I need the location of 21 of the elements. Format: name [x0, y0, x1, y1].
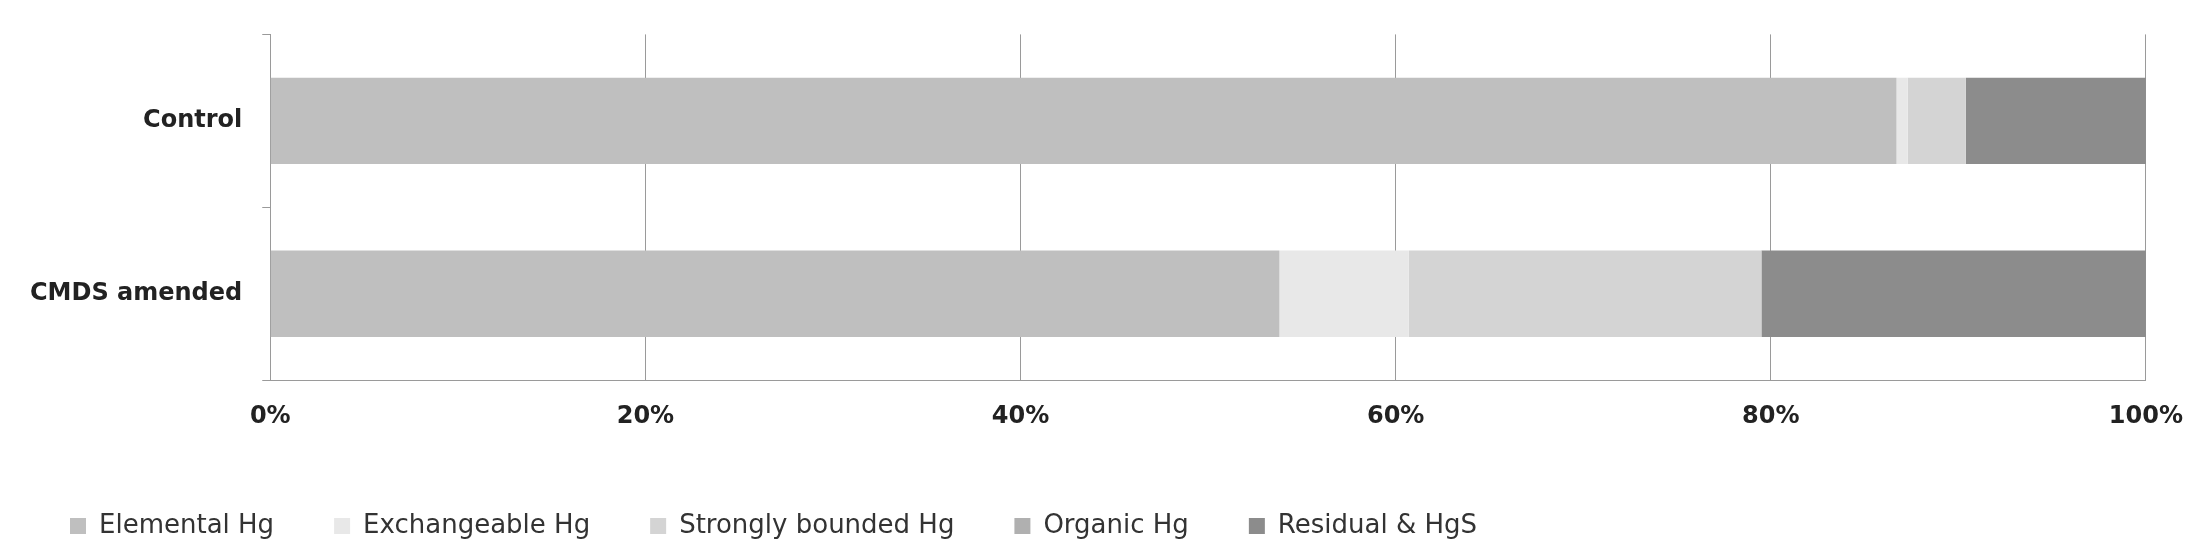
x-tick-label: 20%	[616, 400, 675, 429]
legend-label: Exchangeable Hg	[363, 508, 591, 539]
x-tick-label: 100%	[2108, 400, 2184, 429]
y-tick-label: CMDS amended	[30, 277, 243, 306]
x-tick-label: 80%	[1742, 400, 1800, 429]
legend-label: Elemental Hg	[99, 508, 275, 539]
legend-label: Organic Hg	[1043, 508, 1189, 539]
x-tick-label: 40%	[991, 400, 1050, 429]
bar	[1279, 250, 1409, 337]
bar	[270, 77, 1897, 165]
legend-label: Residual & HgS	[1277, 508, 1478, 539]
x-tick-label: 0%	[249, 400, 291, 429]
bar	[270, 250, 1280, 337]
bar	[1761, 250, 2146, 337]
bar	[1907, 77, 1966, 165]
bar	[1408, 250, 1762, 337]
y-tick-label: Control	[143, 105, 243, 134]
bar	[1965, 77, 2146, 165]
bar	[1896, 77, 1908, 165]
legend-label: Strongly bounded Hg	[679, 508, 955, 539]
x-tick-label: 60%	[1366, 400, 1425, 429]
